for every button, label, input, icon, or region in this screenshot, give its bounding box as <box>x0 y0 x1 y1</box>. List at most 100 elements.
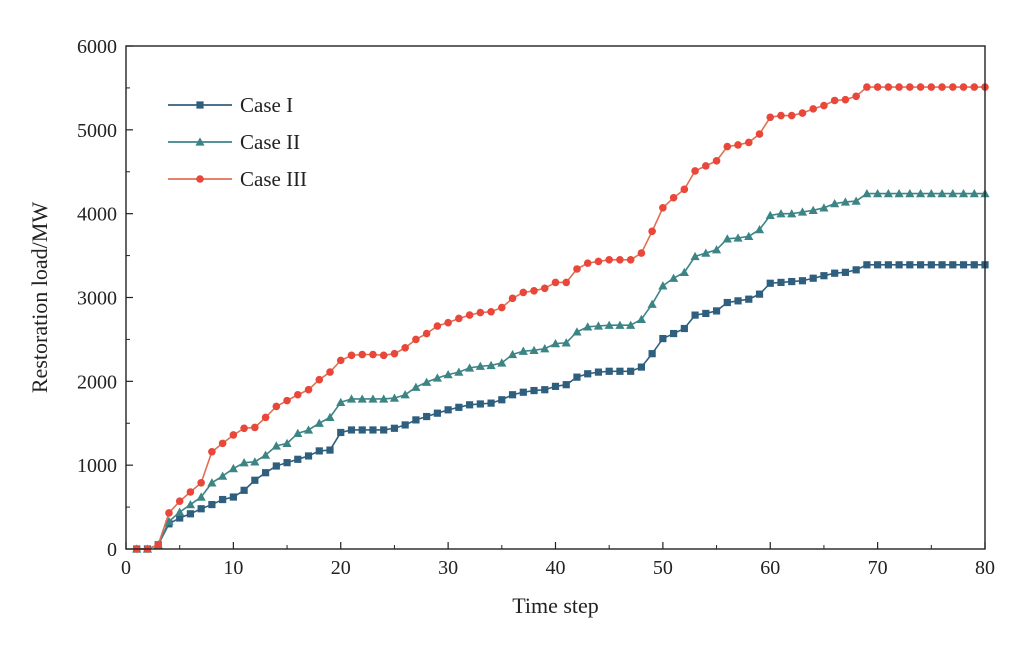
y-tick-label: 4000 <box>77 204 117 226</box>
data-point <box>433 409 441 417</box>
data-point <box>659 334 667 343</box>
data-point <box>948 83 957 91</box>
legend-swatch-marker <box>196 101 204 109</box>
series-2 <box>132 188 990 553</box>
data-point <box>670 329 678 338</box>
data-point <box>315 375 324 384</box>
data-point <box>916 261 925 269</box>
legend-item: Case II <box>168 130 300 154</box>
data-point <box>949 261 957 269</box>
data-point <box>841 95 850 104</box>
data-point <box>841 268 850 276</box>
series-3 <box>132 83 989 553</box>
data-point <box>755 130 764 138</box>
data-point <box>594 368 603 376</box>
data-point <box>530 286 538 295</box>
data-point <box>540 284 549 293</box>
x-tick-label: 20 <box>331 557 351 579</box>
data-point <box>809 105 817 113</box>
data-point <box>518 346 528 355</box>
data-point <box>797 207 808 216</box>
data-point <box>884 83 893 91</box>
data-point <box>958 188 969 198</box>
data-point <box>336 397 346 406</box>
data-point <box>777 278 785 287</box>
data-point <box>465 311 474 319</box>
data-point <box>626 320 636 329</box>
data-point <box>874 261 882 269</box>
data-point <box>455 314 463 323</box>
y-tick-label: 3000 <box>77 288 117 310</box>
data-point <box>777 111 785 120</box>
data-point <box>766 113 775 122</box>
data-point <box>208 500 216 509</box>
data-point <box>948 188 958 198</box>
data-point <box>186 488 195 496</box>
data-point <box>776 209 786 218</box>
data-point <box>283 459 291 467</box>
data-point <box>380 426 388 434</box>
data-point <box>830 96 839 105</box>
data-point <box>239 458 249 467</box>
data-point <box>691 311 699 319</box>
data-point <box>938 83 946 91</box>
data-point <box>272 462 280 470</box>
data-point <box>347 426 356 434</box>
data-point <box>197 478 205 487</box>
data-point <box>884 261 892 269</box>
data-point <box>573 373 581 381</box>
data-point <box>529 345 539 354</box>
data-point <box>326 368 334 376</box>
data-point <box>734 297 742 305</box>
data-point <box>702 162 710 170</box>
legend-swatch-marker <box>195 137 205 146</box>
data-point <box>401 344 409 352</box>
data-point <box>766 279 774 287</box>
data-point <box>369 350 377 359</box>
data-point <box>466 401 474 409</box>
data-point <box>337 428 345 437</box>
data-point <box>616 255 624 264</box>
data-point <box>808 205 818 214</box>
data-point <box>304 452 313 460</box>
legend-label: Case II <box>240 130 300 154</box>
data-point <box>186 510 195 518</box>
data-point <box>432 373 442 382</box>
data-point <box>486 360 496 370</box>
data-point <box>293 428 303 437</box>
data-point <box>659 203 667 212</box>
data-point <box>669 273 679 282</box>
data-point <box>927 261 935 269</box>
data-point <box>540 344 550 353</box>
data-point <box>240 424 248 433</box>
legend-label: Case III <box>240 167 307 191</box>
data-point <box>326 446 334 454</box>
data-point <box>863 261 871 269</box>
data-point <box>637 249 646 257</box>
data-point <box>711 245 722 254</box>
data-point <box>251 423 259 432</box>
data-point <box>626 255 635 264</box>
data-point <box>583 322 593 331</box>
data-point <box>572 327 582 336</box>
series-layer <box>132 83 990 553</box>
data-point <box>519 388 527 396</box>
data-point <box>573 265 581 273</box>
data-point <box>497 358 507 367</box>
data-point <box>346 394 357 403</box>
data-point <box>873 188 883 198</box>
data-point <box>616 367 624 375</box>
data-point <box>787 209 797 218</box>
data-point <box>229 493 237 501</box>
data-point <box>895 261 903 269</box>
data-point <box>336 356 345 365</box>
x-tick-label: 40 <box>546 557 566 579</box>
data-point <box>282 438 292 448</box>
legend-item: Case III <box>168 167 307 191</box>
data-point <box>303 425 314 434</box>
legend-label: Case I <box>240 93 293 117</box>
data-point <box>926 188 936 198</box>
x-tick-label: 50 <box>653 557 673 579</box>
series-line <box>136 192 985 550</box>
